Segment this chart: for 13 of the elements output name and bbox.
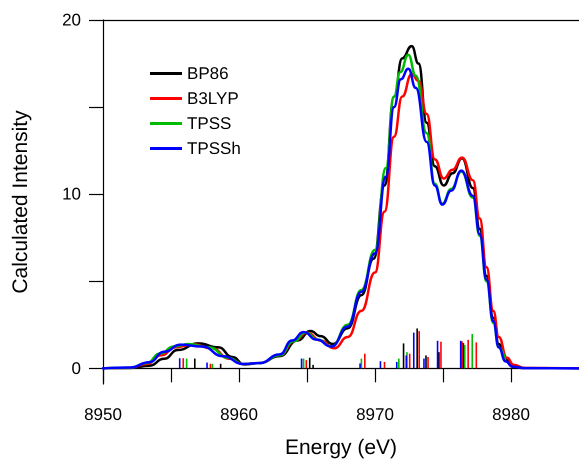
- legend-label: TPSS: [187, 114, 232, 133]
- x-tick-label: 8970: [356, 405, 394, 424]
- y-tick-label: 10: [62, 184, 81, 204]
- legend-label: B3LYP: [187, 89, 239, 108]
- y-tick-label: 20: [62, 10, 81, 30]
- x-tick-label: 8950: [84, 405, 122, 424]
- x-tick-label: 8980: [492, 405, 530, 424]
- x-axis-title: Energy (eV): [284, 436, 398, 459]
- legend-label: TPSSh: [187, 139, 241, 158]
- y-tick-label: 0: [72, 358, 81, 378]
- legend-label: BP86: [187, 64, 229, 83]
- y-axis-title: Calculated Intensity: [9, 110, 32, 294]
- x-tick-label: 8960: [220, 405, 258, 424]
